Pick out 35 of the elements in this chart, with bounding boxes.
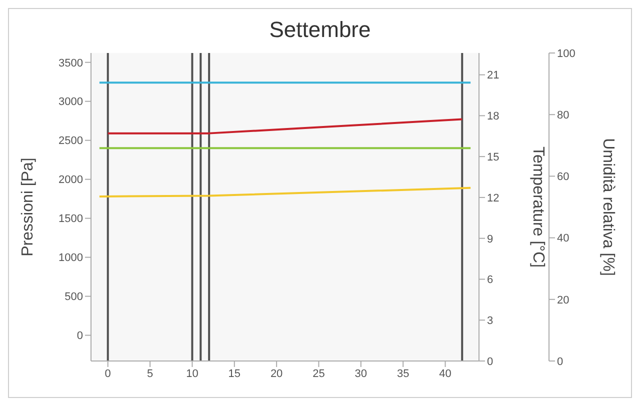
y2-tick-label: 6: [487, 274, 494, 286]
y-tick-label: 1000: [58, 252, 83, 264]
x-tick-label: 5: [146, 368, 154, 380]
chart-title: Settembre: [268, 17, 372, 44]
y2-tick-label: 15: [487, 151, 500, 164]
y2-tick-label: 12: [487, 192, 500, 204]
y-tick-label: 2000: [58, 174, 83, 186]
y2-tick-label: 3: [487, 315, 494, 328]
y3-tick-label: 100: [557, 48, 576, 60]
y-tick-label: 1500: [58, 213, 83, 226]
x-tick-label: 10: [186, 368, 198, 380]
x-tick-label: 25: [312, 368, 325, 380]
x-tick-label: 0: [104, 368, 111, 380]
y3-tick-label: 60: [557, 171, 570, 184]
y2-tick-label: 18: [487, 110, 500, 123]
y3-tick-label: 0: [557, 356, 564, 368]
y-tick-label: 3000: [58, 96, 83, 108]
y3-tick-label: 20: [557, 294, 570, 306]
y-axis-title: Pressioni [Pa]: [20, 158, 37, 256]
y2-tick-label: 0: [487, 356, 494, 368]
y3-tick-label: 80: [557, 110, 570, 122]
x-tick-label: 30: [354, 368, 368, 380]
x-tick-label: 40: [439, 368, 452, 380]
y-tick-label: 3500: [58, 57, 83, 70]
y2-tick-label: 9: [487, 233, 494, 246]
y2-axis-title: Temperature [°C]: [529, 146, 546, 268]
y2-tick-label: 21: [487, 70, 500, 82]
y3-axis-title: Umidità relativa [%]: [599, 138, 616, 276]
y-tick-label: 2500: [58, 135, 83, 148]
y3-tick-label: 40: [557, 232, 570, 245]
y-tick-label: 0: [76, 330, 83, 342]
y-tick-label: 500: [64, 291, 83, 304]
x-tick-label: 35: [396, 368, 410, 380]
x-tick-label: 20: [270, 368, 283, 380]
x-tick-label: 15: [228, 368, 241, 380]
